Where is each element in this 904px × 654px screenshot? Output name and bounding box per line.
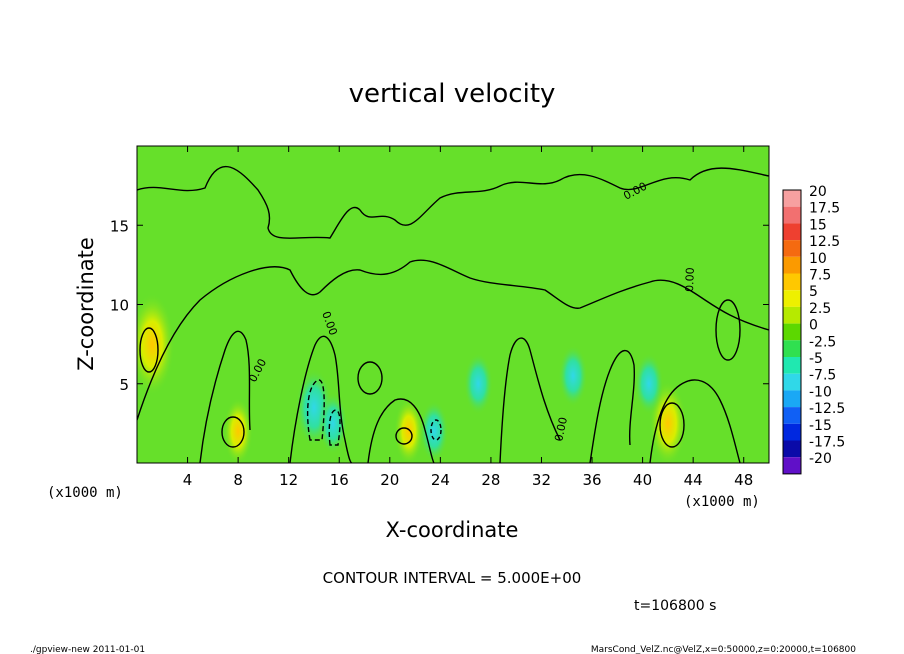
contour-negative-a <box>306 379 325 441</box>
colorbar-label: 5 <box>809 284 818 300</box>
x-unit-right: (x1000 m) <box>684 494 760 510</box>
contour-closed-b <box>395 427 413 445</box>
contour-interval-label: CONTOUR INTERVAL = 5.000E+00 <box>323 569 582 587</box>
colorbar-swatch <box>783 373 801 391</box>
colorbar-label: -2.5 <box>809 334 836 350</box>
zero-contour-plume-f <box>649 379 741 463</box>
footer-left: ./gpview-new 2011-01-01 <box>30 645 145 654</box>
colorbar-label: -10 <box>809 384 832 400</box>
colorbar-swatch <box>783 290 801 307</box>
zero-contour-plume-e <box>589 349 636 463</box>
colorbar-label: 2.5 <box>809 301 831 317</box>
colorbar-swatch <box>783 223 801 241</box>
zero-contour-upper <box>137 165 769 239</box>
y-tick-label: 5 <box>119 376 129 394</box>
contour-label: 0.00 <box>552 416 570 443</box>
colorbar-label: 10 <box>809 251 827 267</box>
positive-core <box>223 397 253 463</box>
zero-contour-mid <box>137 259 769 421</box>
x-axis-label: X-coordinate <box>386 518 519 542</box>
colorbar-swatch <box>783 440 801 458</box>
colorbar-swatch <box>783 340 801 357</box>
contour-negative-b <box>328 409 341 446</box>
colorbar-swatch <box>783 390 801 408</box>
colorbar-swatch <box>783 190 801 207</box>
x-tick-label: 4 <box>183 471 193 489</box>
footer-right: MarsCond_VelZ.nc@VelZ,x=0:50000,z=0:2000… <box>591 645 856 654</box>
contour-closed-c <box>659 402 685 448</box>
x-tick-label: 44 <box>684 471 703 489</box>
x-tick-label: 16 <box>330 471 349 489</box>
colorbar-swatch <box>783 423 801 441</box>
colorbar-swatch <box>783 206 801 224</box>
colorbar-label: -5 <box>809 351 823 367</box>
contour-closed-a <box>221 416 245 448</box>
negative-core <box>419 400 449 462</box>
colorbar-swatch <box>783 407 801 424</box>
colorbar-label: 17.5 <box>809 201 840 217</box>
chart-title: vertical velocity <box>349 79 556 109</box>
colorbar-swatch <box>783 457 801 474</box>
colorbar-label: 15 <box>809 217 827 233</box>
contour-closed-e <box>357 361 383 395</box>
colorbar-label: -15 <box>809 418 832 434</box>
colorbar-label: -7.5 <box>809 368 836 384</box>
x-tick-label: 40 <box>633 471 652 489</box>
colorbar-swatch <box>783 273 801 291</box>
colorbar-swatch <box>783 240 801 257</box>
colorbar-swatch <box>783 357 801 374</box>
y-tick-label: 10 <box>110 297 129 315</box>
x-tick-label: 24 <box>431 471 450 489</box>
x-tick-label: 12 <box>279 471 298 489</box>
zero-contour-plume-a <box>199 330 251 463</box>
x-axis: 4 8 12 16 20 24 28 32 36 40 44 48 <box>183 146 753 489</box>
colorbar-swatch <box>783 323 801 341</box>
negative-core <box>463 353 493 415</box>
contour-lines <box>137 165 769 463</box>
positive-core <box>137 292 175 396</box>
colorbar-swatch <box>783 256 801 274</box>
x-tick-label: 8 <box>233 471 243 489</box>
positive-core <box>394 397 424 463</box>
colorbar-label: -20 <box>809 451 832 467</box>
y-axis: 5 10 15 <box>110 217 769 394</box>
x-tick-label: 48 <box>734 471 753 489</box>
colorbar-label: -17.5 <box>809 435 845 451</box>
x-unit-left: (x1000 m) <box>47 485 123 501</box>
colorbar-label: -12.5 <box>809 401 845 417</box>
colorbar-label: 7.5 <box>809 268 831 284</box>
zero-contour-plume-c <box>367 398 435 463</box>
colorbar-label: 12.5 <box>809 234 840 250</box>
colorbar-frame <box>782 189 802 475</box>
negative-core <box>634 353 664 415</box>
contour-label: 0.00 <box>683 267 697 292</box>
zero-contour-plume-d <box>499 337 561 463</box>
colorbar-swatch <box>783 306 801 324</box>
x-tick-label: 32 <box>532 471 551 489</box>
x-tick-label: 20 <box>380 471 399 489</box>
zero-contour-plume-b <box>289 335 353 463</box>
contour-negative-c <box>430 419 442 441</box>
x-tick-label: 28 <box>481 471 500 489</box>
colorbar-label: 0 <box>809 318 818 334</box>
colorbar-label: 20 <box>809 184 827 200</box>
contour-closed-f <box>715 299 741 361</box>
colorbar: 2017.51512.5107.552.50-2.5-5-7.5-10-12.5… <box>782 184 845 475</box>
y-axis-label: Z-coordinate <box>74 237 98 371</box>
contour-closed-d <box>139 327 159 373</box>
negative-core <box>318 392 348 454</box>
negative-core <box>558 345 588 407</box>
x-tick-label: 36 <box>582 471 601 489</box>
y-tick-label: 15 <box>110 217 129 235</box>
time-label: t=106800 s <box>634 598 716 614</box>
